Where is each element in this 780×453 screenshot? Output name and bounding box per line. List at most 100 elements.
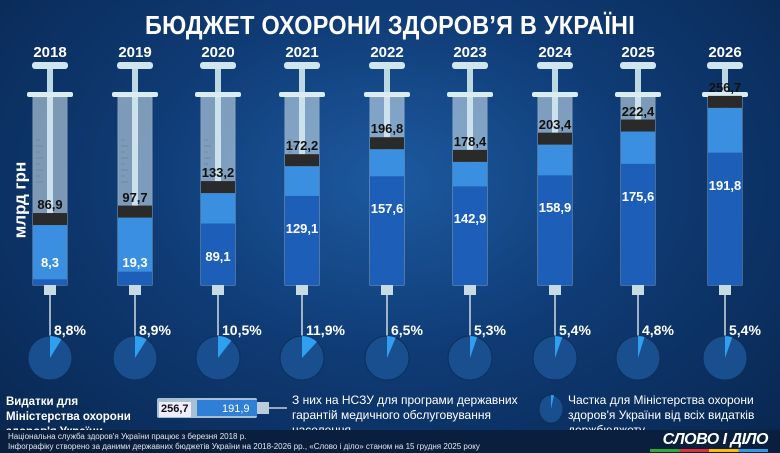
- moz-value-label: 203,4: [538, 116, 572, 132]
- plunger-cap: [117, 62, 153, 69]
- moz-value-label: 222,4: [621, 103, 655, 119]
- legend-pie-icon: [538, 394, 564, 424]
- share-value-label: 5,4%: [729, 322, 761, 338]
- year-label: 2018: [33, 44, 67, 61]
- pie-slice: [555, 336, 563, 358]
- plunger-cap: [620, 62, 656, 69]
- moz-value-label: 86,9: [37, 197, 63, 213]
- chart: 2018 86,9 8,3 8,8% 2019 97,7 19,3 8,9% 2020 133,2…: [27, 44, 761, 381]
- pie-slice: [302, 336, 317, 358]
- moz-value-label: 133,2: [201, 165, 235, 181]
- barrel-flange: [364, 92, 410, 97]
- year-label: 2022: [370, 44, 404, 61]
- plunger-stopper: [621, 119, 655, 132]
- legend-moz-example: 256,7: [159, 402, 191, 417]
- share-value-label: 8,9%: [139, 322, 171, 338]
- footer-note-2: Інфографіку створено за даними державних…: [8, 442, 480, 451]
- barrel-flange: [702, 92, 748, 97]
- plunger-stopper: [118, 205, 152, 218]
- nszu-value-label: 157,6: [370, 201, 404, 217]
- syringe-tip: [381, 285, 393, 295]
- syringe-tip: [44, 285, 56, 295]
- barrel-flange: [532, 92, 578, 97]
- plunger-cap: [452, 62, 488, 69]
- nszu-value-label: 142,9: [453, 211, 487, 227]
- plunger-stopper: [201, 181, 235, 194]
- footer: Національна служба здоров'я України прац…: [0, 430, 780, 453]
- pie-slice: [218, 336, 232, 358]
- nszu-liquid-bar: [708, 152, 742, 285]
- share-value-label: 10,5%: [222, 322, 262, 338]
- chart-svg: [27, 62, 748, 381]
- pie-slice: [725, 336, 733, 358]
- footer-note-1: Національна служба здоров'я України прац…: [8, 432, 247, 441]
- year-label: 2023: [453, 44, 487, 61]
- year-label: 2021: [285, 44, 319, 61]
- pie-slice: [470, 336, 478, 358]
- plunger-cap: [707, 62, 743, 69]
- nszu-liquid-bar: [118, 271, 152, 285]
- nszu-value-label: 8,3: [40, 255, 60, 270]
- pie-slice: [50, 336, 62, 358]
- nszu-liquid-bar: [621, 163, 655, 285]
- nszu-liquid-bar: [33, 279, 67, 285]
- plunger-stopper: [33, 213, 67, 226]
- year-label: 2020: [201, 44, 235, 61]
- nszu-liquid-bar: [538, 175, 572, 285]
- syringe-tip: [212, 285, 224, 295]
- share-value-label: 5,3%: [474, 322, 506, 338]
- plunger-rod: [722, 69, 728, 108]
- nszu-value-label: 175,6: [621, 188, 655, 204]
- nszu-value-label: 89,1: [205, 248, 231, 264]
- moz-liquid-bar: [33, 225, 67, 285]
- syringe-tip: [464, 285, 476, 295]
- syringe-tip: [549, 285, 561, 295]
- plunger-cap: [32, 62, 68, 69]
- moz-value-label: 172,2: [285, 138, 319, 154]
- year-label: 2026: [708, 44, 742, 61]
- share-value-label: 5,4%: [559, 322, 591, 338]
- barrel-flange: [447, 92, 493, 97]
- page-title: БЮДЖЕТ ОХОРОНИ ЗДОРОВ’Я В УКРАЇНІ: [144, 10, 636, 40]
- barrel-flange: [279, 92, 325, 97]
- moz-value-label: 256,7: [708, 79, 742, 95]
- plunger-stopper: [708, 95, 742, 108]
- nszu-liquid-bar: [201, 223, 235, 285]
- legend-nszu-example: 191,9: [222, 403, 250, 415]
- barrel-flange: [195, 92, 241, 97]
- pie-slice: [387, 336, 396, 358]
- plunger-cap: [284, 62, 320, 69]
- moz-value-label: 196,8: [370, 121, 404, 137]
- plunger-stopper: [453, 149, 487, 162]
- share-value-label: 4,8%: [642, 322, 674, 338]
- nszu-value-label: 191,8: [708, 177, 742, 193]
- barrel-flange: [27, 92, 73, 97]
- plunger-cap: [537, 62, 573, 69]
- nszu-liquid-bar: [285, 195, 319, 285]
- nszu-value-label: 19,3: [122, 255, 148, 270]
- moz-value-label: 97,7: [122, 189, 148, 205]
- barrel-flange: [615, 92, 661, 97]
- nszu-liquid-bar: [370, 176, 404, 285]
- plunger-stopper: [285, 154, 319, 167]
- syringe-tip: [296, 285, 308, 295]
- barrel-flange: [112, 92, 158, 97]
- syringe-tip: [632, 285, 644, 295]
- nszu-value-label: 158,9: [538, 200, 572, 216]
- nszu-value-label: 129,1: [285, 220, 319, 236]
- share-value-label: 8,8%: [54, 322, 86, 338]
- plunger-cap: [369, 62, 405, 69]
- pie-slice: [135, 336, 147, 358]
- legend: Видатки для Міністерства охорони здоров'…: [0, 385, 780, 438]
- logo-stripe: [650, 449, 768, 452]
- plunger-cap: [200, 62, 236, 69]
- logo: СЛОВО І ДІЛО: [662, 431, 769, 448]
- nszu-liquid-bar: [453, 186, 487, 285]
- moz-value-label: 178,4: [453, 133, 487, 149]
- pie-slice: [638, 336, 645, 358]
- syringe-tip: [719, 285, 731, 295]
- year-label: 2024: [538, 44, 572, 61]
- syringe-tip: [129, 285, 141, 295]
- plunger-stopper: [538, 132, 572, 145]
- year-label: 2019: [118, 44, 152, 61]
